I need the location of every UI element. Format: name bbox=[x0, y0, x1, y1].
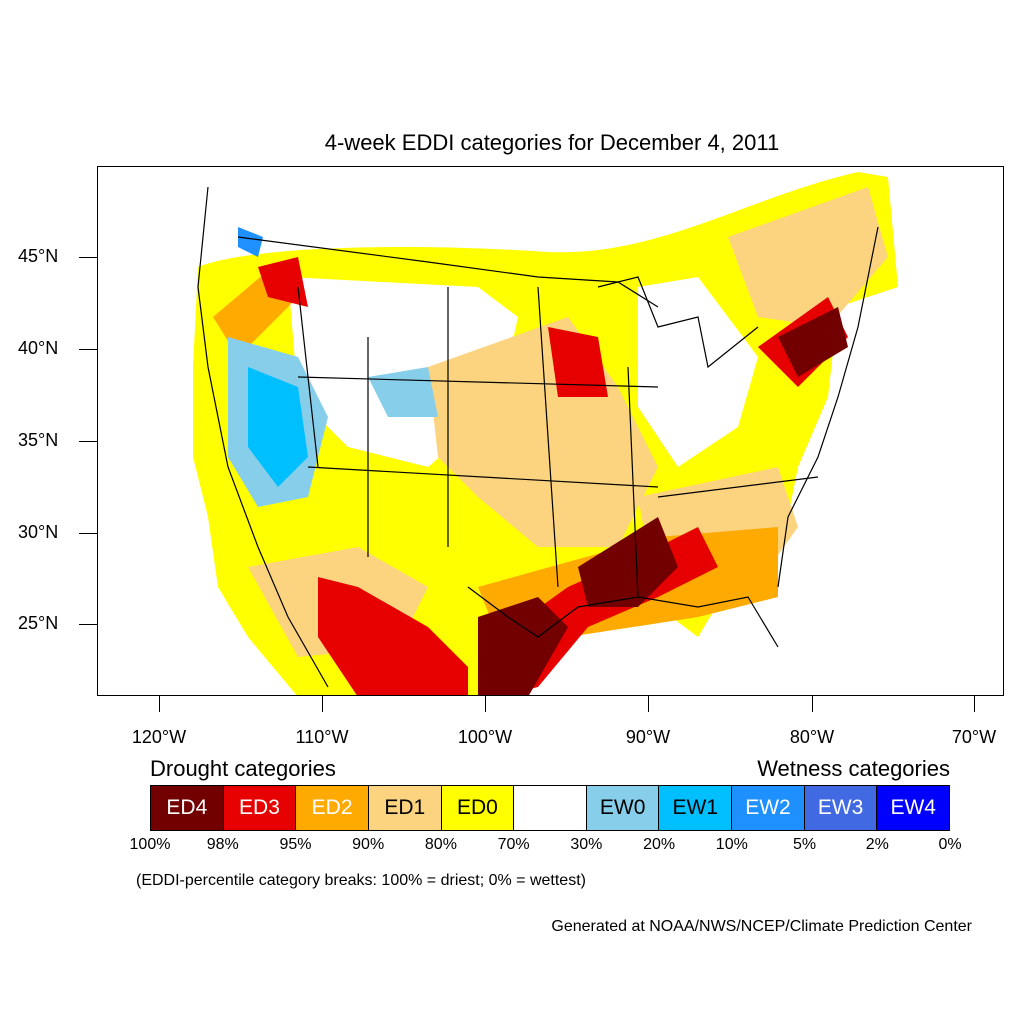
x-label-90: 90°W bbox=[625, 727, 671, 747]
legend-break-label: 20% bbox=[643, 836, 676, 853]
ed3-northwest bbox=[258, 257, 308, 307]
wetness-categories-header: Wetness categories bbox=[757, 756, 950, 781]
y-tick-40 bbox=[79, 349, 97, 350]
y-label-25: 25°N bbox=[18, 613, 59, 633]
ew1-west bbox=[248, 367, 308, 487]
legend-cell-ed3: ED3 bbox=[223, 786, 297, 830]
y-label-45: 45°N bbox=[18, 246, 59, 266]
x-tick-90 bbox=[648, 696, 649, 712]
y-tick-25 bbox=[79, 624, 97, 625]
y-tick-35 bbox=[79, 441, 97, 442]
legend-break-label: 0% bbox=[938, 836, 962, 853]
eddi-map bbox=[193, 172, 898, 695]
legend-break-label: 5% bbox=[792, 836, 817, 853]
legend-cell-ed4: ED4 bbox=[151, 786, 224, 830]
x-tick-80 bbox=[812, 696, 813, 712]
category-note: (EDDI-percentile category breaks: 100% =… bbox=[136, 872, 586, 889]
coastline-gulf bbox=[467, 586, 779, 648]
great-lakes bbox=[597, 276, 759, 369]
ed3-midwest bbox=[548, 327, 608, 397]
coastline-east bbox=[777, 226, 879, 588]
legend-colorbar: ED4 ED3 ED2 ED1 ED0 EW0 EW1 EW2 EW3 EW4 bbox=[150, 785, 950, 831]
y-label-40: 40°N bbox=[18, 338, 59, 358]
legend-cell-ew4: EW4 bbox=[877, 786, 950, 830]
legend-break-label: 30% bbox=[570, 836, 603, 853]
ed4-northeast bbox=[778, 307, 848, 377]
coastline-west bbox=[197, 186, 329, 688]
boundary-lines bbox=[197, 186, 879, 688]
legend-cell-ew2: EW2 bbox=[732, 786, 805, 830]
legend-break-label: 80% bbox=[424, 836, 457, 853]
ed4-louisiana bbox=[578, 517, 678, 607]
map-area bbox=[97, 166, 1004, 696]
y-label-30: 30°N bbox=[18, 522, 59, 542]
state-line-4 bbox=[537, 286, 559, 588]
ed1-northeast bbox=[728, 187, 888, 327]
legend-break-label: 95% bbox=[279, 836, 312, 853]
legend-break-label: 70% bbox=[497, 836, 530, 853]
legend-break-label: 10% bbox=[715, 836, 748, 853]
x-tick-70 bbox=[974, 696, 975, 712]
x-label-100: 100°W bbox=[457, 727, 513, 747]
ew2-nw bbox=[238, 227, 263, 257]
y-label-35: 35°N bbox=[18, 430, 59, 450]
legend-cell-ew3: EW3 bbox=[804, 786, 878, 830]
legend-cell-ew0: EW0 bbox=[586, 786, 660, 830]
state-line-8 bbox=[657, 476, 819, 498]
state-line-7 bbox=[307, 466, 659, 488]
credit-text: Generated at NOAA/NWS/NCEP/Climate Predi… bbox=[551, 918, 972, 935]
border-canada bbox=[237, 236, 659, 308]
ed3-mexico bbox=[318, 577, 468, 695]
y-tick-30 bbox=[79, 533, 97, 534]
legend-break-label: 2% bbox=[865, 836, 889, 853]
legend-cell-normal bbox=[514, 786, 587, 830]
x-label-70: 70°W bbox=[951, 727, 997, 747]
drought-categories-header: Drought categories bbox=[150, 756, 336, 781]
x-label-80: 80°W bbox=[789, 727, 835, 747]
legend-break-label: 100% bbox=[129, 836, 171, 853]
legend-cell-ed1: ED1 bbox=[368, 786, 442, 830]
legend-break-label: 90% bbox=[352, 836, 385, 853]
x-label-110: 110°W bbox=[295, 727, 349, 747]
legend-cell-ew1: EW1 bbox=[659, 786, 733, 830]
x-label-120: 120°W bbox=[131, 727, 187, 747]
map-title: 4-week EDDI categories for December 4, 2… bbox=[324, 130, 780, 155]
x-tick-100 bbox=[485, 696, 486, 712]
legend-cell-ed2: ED2 bbox=[296, 786, 369, 830]
state-line-5 bbox=[627, 366, 639, 598]
x-tick-120 bbox=[159, 696, 160, 712]
state-line-6 bbox=[297, 376, 659, 388]
ed4-texas bbox=[478, 597, 568, 695]
legend-cell-ed0: ED0 bbox=[441, 786, 515, 830]
y-tick-45 bbox=[79, 257, 97, 258]
legend-break-label: 98% bbox=[206, 836, 239, 853]
x-tick-110 bbox=[322, 696, 323, 712]
